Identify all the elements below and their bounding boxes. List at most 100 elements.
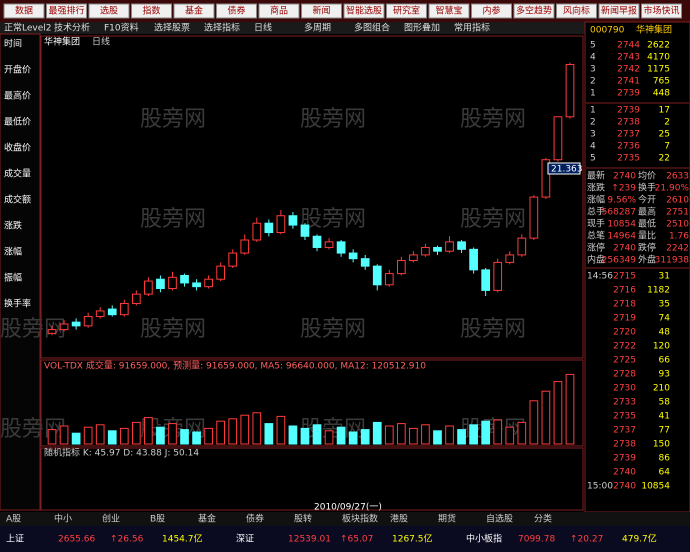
- menu-button[interactable]: [46, 3, 87, 19]
- menu-item[interactable]: 新闻早报: [601, 5, 637, 17]
- menu-button[interactable]: [301, 3, 342, 19]
- quote-cell: 涨跌: [587, 183, 605, 194]
- toolbar-item[interactable]: 图形叠加: [404, 22, 440, 34]
- status-item: 12539.01: [288, 535, 331, 545]
- tab[interactable]: 期货: [438, 513, 456, 525]
- tab[interactable]: 港股: [390, 513, 408, 525]
- menu-item[interactable]: 智慧宝: [435, 5, 462, 17]
- toolbar: [0, 22, 690, 34]
- menu-button[interactable]: [88, 3, 130, 19]
- quote-cell: 2739: [617, 106, 640, 116]
- candle-body: [372, 265, 382, 286]
- status-item: 2655.66: [58, 535, 95, 545]
- candle-body: [288, 215, 298, 226]
- toolbar-item[interactable]: 选择指标: [204, 22, 240, 34]
- menu-item[interactable]: 研究室: [393, 5, 420, 17]
- quote-cell: 2739: [613, 454, 636, 464]
- tab[interactable]: 板块指数: [342, 513, 378, 525]
- tab[interactable]: 自选股: [486, 513, 513, 525]
- volume-bar: [119, 427, 129, 445]
- volume-bar: [396, 423, 406, 445]
- toolbar-item[interactable]: 多周期: [304, 22, 331, 34]
- quote-cell: 2733: [613, 398, 636, 408]
- quote-cell: 2719: [613, 314, 636, 324]
- tab[interactable]: 股转: [294, 513, 312, 525]
- watermark: 股旁网: [300, 107, 366, 132]
- quote-cell: 2743: [617, 53, 640, 63]
- menu-item[interactable]: 市场快讯: [643, 5, 679, 17]
- tab[interactable]: A股: [6, 514, 21, 525]
- tab[interactable]: 创业: [102, 513, 120, 525]
- tab[interactable]: B股: [150, 514, 165, 525]
- menu-item[interactable]: 新闻: [312, 5, 330, 17]
- menu-item[interactable]: 数据: [15, 5, 33, 17]
- volume-bar: [83, 426, 93, 445]
- candle-body: [541, 159, 551, 198]
- menu-button[interactable]: [216, 3, 257, 19]
- menu-button[interactable]: [556, 3, 597, 19]
- toolbar-item[interactable]: 多图组合: [354, 22, 390, 34]
- candle-body: [348, 252, 358, 260]
- tab[interactable]: 中小: [54, 513, 72, 525]
- quote-cell: 2242: [666, 244, 689, 254]
- menu-button[interactable]: [131, 3, 172, 19]
- quote-cell: 2722: [613, 342, 636, 352]
- menu-button[interactable]: [3, 3, 45, 19]
- menu-item[interactable]: 风向标: [563, 5, 590, 17]
- quote-cell: 7: [664, 142, 670, 152]
- menu-item[interactable]: 最强排行: [48, 5, 84, 17]
- menu-button[interactable]: [258, 3, 300, 19]
- menu-item[interactable]: 智能选股: [346, 5, 382, 17]
- quote-cell: 77: [659, 426, 670, 436]
- quote-cell: 2738: [617, 118, 640, 128]
- menu-button[interactable]: [343, 3, 385, 19]
- tab[interactable]: 基金: [198, 513, 216, 525]
- candle-body: [59, 323, 69, 331]
- toolbar-item[interactable]: 常用指标: [454, 22, 490, 34]
- menu-item[interactable]: 商品: [270, 5, 288, 17]
- toolbar-item[interactable]: 日线: [254, 22, 272, 34]
- quote-cell: 4: [590, 53, 596, 63]
- tab[interactable]: 分类: [534, 513, 552, 525]
- candle-body: [384, 273, 394, 286]
- menu-button[interactable]: [428, 3, 470, 19]
- menu-item[interactable]: 内参: [482, 5, 500, 17]
- menu-button[interactable]: [173, 3, 215, 19]
- status-item: 1267.5亿: [392, 533, 433, 545]
- quote-cell: 2728: [613, 370, 636, 380]
- candle-body: [360, 258, 370, 267]
- quote-cell: 5: [590, 154, 596, 164]
- volume-bar: [529, 400, 539, 445]
- quote-cell: 总笔: [587, 230, 605, 242]
- toolbar-item[interactable]: 技术分析: [54, 22, 90, 34]
- volume-bar: [421, 424, 430, 445]
- quote-cell: 现手: [587, 218, 605, 230]
- candle-body: [312, 235, 322, 248]
- menu-button[interactable]: [513, 3, 555, 19]
- toolbar-item[interactable]: 选择股票: [154, 22, 190, 34]
- candle-body: [493, 261, 503, 291]
- menu-button[interactable]: [598, 3, 640, 19]
- menu-item[interactable]: 指数: [142, 5, 160, 17]
- volume-bar: [360, 429, 370, 445]
- volume-bar: [276, 415, 286, 445]
- quote-cell: 14:56: [587, 272, 613, 282]
- quote-cell: 448: [653, 89, 670, 99]
- toolbar-item[interactable]: F10资料: [104, 22, 139, 34]
- tab[interactable]: 债券: [246, 513, 264, 525]
- watermark: 股旁网: [140, 207, 206, 232]
- menu-button[interactable]: [386, 3, 427, 19]
- menu-item[interactable]: 债券: [227, 5, 245, 17]
- menu-button[interactable]: [641, 3, 682, 19]
- quote-panel: [584, 21, 690, 513]
- side-label: 涨跌: [4, 221, 22, 232]
- quote-cell: 1.76: [669, 232, 689, 242]
- volume-bar: [228, 418, 238, 445]
- menu-item[interactable]: 选股: [100, 5, 118, 17]
- toolbar-item[interactable]: 正常Level2: [4, 22, 51, 34]
- menu-item[interactable]: 多空趋势: [516, 5, 552, 17]
- menu-item[interactable]: 基金: [185, 5, 203, 17]
- side-label: 时间: [4, 38, 22, 50]
- menu-button[interactable]: [471, 3, 512, 19]
